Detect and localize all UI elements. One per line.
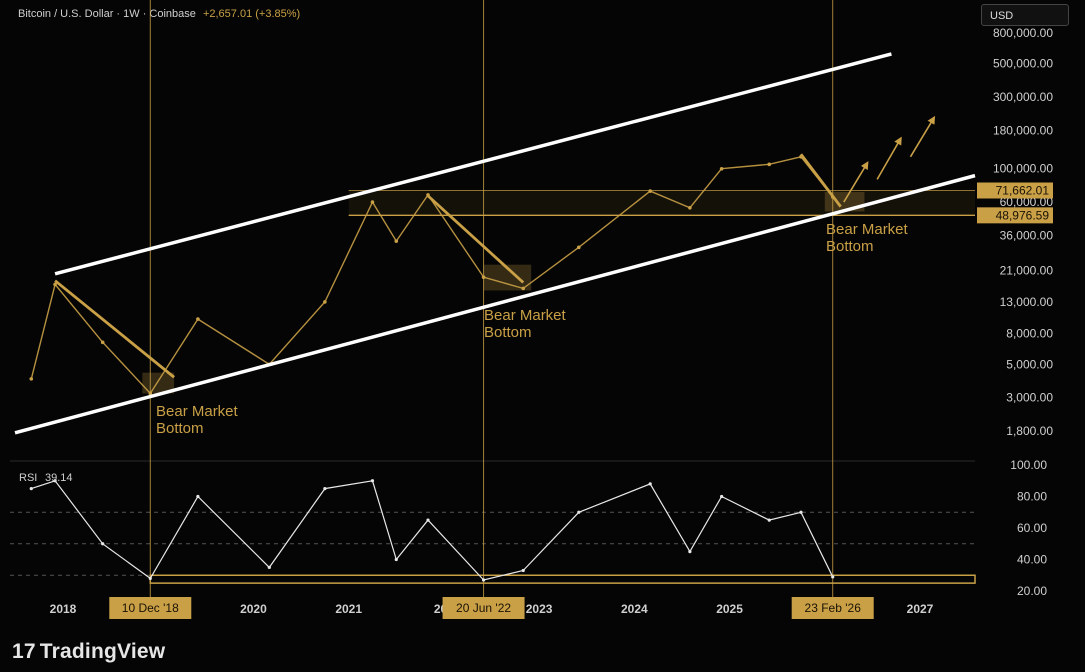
downtrend-line (799, 153, 842, 208)
rsi-point (481, 578, 486, 582)
logo-text: TradingView (39, 640, 166, 663)
price-point (719, 166, 724, 171)
price-zone (348, 190, 976, 216)
price-point (370, 200, 375, 204)
rsi-label: RSI (19, 472, 37, 484)
rsi-tick-label: 100.00 (1010, 458, 1047, 472)
price-tick-label: 500,000.00 (993, 57, 1053, 71)
year-tick-label: 2024 (621, 602, 648, 616)
year-tick-label: 2020 (240, 602, 267, 616)
price-tag-label: 48,976.59 (996, 208, 1050, 222)
projection-arrow (909, 115, 936, 158)
bottom-zone-box (142, 372, 175, 394)
rsi-tick-label: 80.00 (1017, 490, 1047, 504)
year-tick-label: 2025 (716, 602, 743, 616)
price-tick-label: 13,000.00 (1000, 295, 1054, 309)
price-point (29, 377, 34, 381)
date-marker-label: 10 Dec '18 (122, 601, 179, 615)
rsi-point (648, 482, 652, 486)
price-point (196, 317, 200, 321)
tradingview-logo: 17 TradingView (12, 640, 165, 664)
year-tick-label: 2021 (335, 602, 362, 616)
bear-market-label-line2: Bottom (156, 420, 204, 437)
price-point (148, 391, 153, 396)
rsi-point (101, 542, 105, 546)
bear-market-label-line1: Bear Market (156, 403, 239, 420)
rsi-point (831, 575, 835, 579)
date-marker-label: 20 Jun '22 (456, 601, 511, 615)
price-point (394, 239, 399, 243)
rsi-point (577, 510, 581, 514)
channel-upper-line (54, 52, 892, 276)
price-tag (977, 207, 1053, 224)
price-tick-label: 21,000.00 (1000, 264, 1054, 278)
price-tick-label: 300,000.00 (993, 90, 1053, 104)
currency-button[interactable]: USD (981, 4, 1069, 26)
price-tick-label: 1,800.00 (1006, 424, 1053, 438)
price-change: +2,657.01 (+3.85%) (202, 8, 301, 20)
projection-arrow (876, 136, 902, 180)
price-tick-label: 800,000.00 (993, 26, 1053, 40)
chart-title: Bitcoin / U.S. Dollar · 1W · Coinbase (18, 8, 196, 20)
date-marker-badge (791, 597, 874, 619)
price-point (481, 275, 486, 279)
tradingview-logo-icon: 17 (12, 640, 36, 663)
price-tick-label: 180,000.00 (993, 123, 1053, 137)
rsi-point (767, 518, 771, 522)
rsi-point (323, 487, 327, 491)
year-tick-label: 2018 (50, 602, 77, 616)
rsi-point (799, 510, 803, 514)
price-point (100, 340, 105, 345)
price-tag (977, 182, 1053, 199)
price-tick-label: 5,000.00 (1006, 357, 1053, 371)
price-point (53, 282, 57, 287)
downtrend-line (427, 194, 525, 284)
price-point (576, 245, 581, 250)
price-tick-label: 8,000.00 (1006, 327, 1053, 341)
rsi-point (720, 494, 724, 499)
rsi-band (149, 574, 976, 584)
price-point (521, 286, 526, 291)
rsi-point (426, 518, 430, 522)
price-tick-label: 100,000.00 (993, 162, 1053, 176)
date-marker-label: 23 Feb '26 (805, 601, 862, 615)
price-tick-label: 36,000.00 (1000, 228, 1054, 242)
rsi-point (394, 557, 398, 562)
rsi-point (267, 565, 271, 569)
bear-market-label-line1: Bear Market (826, 221, 909, 238)
price-tick-label: 3,000.00 (1006, 391, 1053, 405)
bear-market-label-line2: Bottom (826, 238, 874, 255)
price-point (648, 189, 653, 193)
rsi-point (148, 576, 152, 581)
rsi-tick-label: 60.00 (1017, 521, 1047, 535)
date-marker-badge (109, 597, 192, 619)
price-tick-label: 60,000.00 (1000, 195, 1054, 209)
year-tick-label: 2027 (907, 602, 934, 616)
rsi-point (370, 479, 375, 483)
year-tick-label: 2023 (526, 602, 553, 616)
channel-lower-line (14, 173, 976, 435)
rsi-point (196, 494, 200, 499)
downtrend-line (54, 279, 175, 379)
rsi-line (31, 480, 834, 581)
date-marker-badge (442, 597, 525, 619)
price-tag-label: 71,662.01 (996, 183, 1050, 197)
rsi-value: 39.14 (45, 472, 73, 484)
rsi-tick-label: 20.00 (1017, 584, 1047, 598)
bear-market-label-line1: Bear Market (484, 307, 567, 324)
projection-arrow (843, 161, 869, 203)
bear-market-label-line2: Bottom (484, 324, 532, 341)
chart-header: Bitcoin / U.S. Dollar · 1W · Coinbase +2… (18, 8, 300, 20)
price-point (688, 205, 692, 210)
rsi-point (53, 479, 57, 483)
rsi-point (521, 568, 525, 573)
rsi-tick-label: 40.00 (1017, 553, 1047, 567)
rsi-point (29, 487, 33, 491)
price-point (767, 162, 772, 167)
bitcoin-chart[interactable]: RSI 39.14 800,000.00 500,000.00 300,000.00 1… (0, 0, 1085, 630)
rsi-point (688, 550, 692, 554)
price-point (323, 300, 327, 304)
